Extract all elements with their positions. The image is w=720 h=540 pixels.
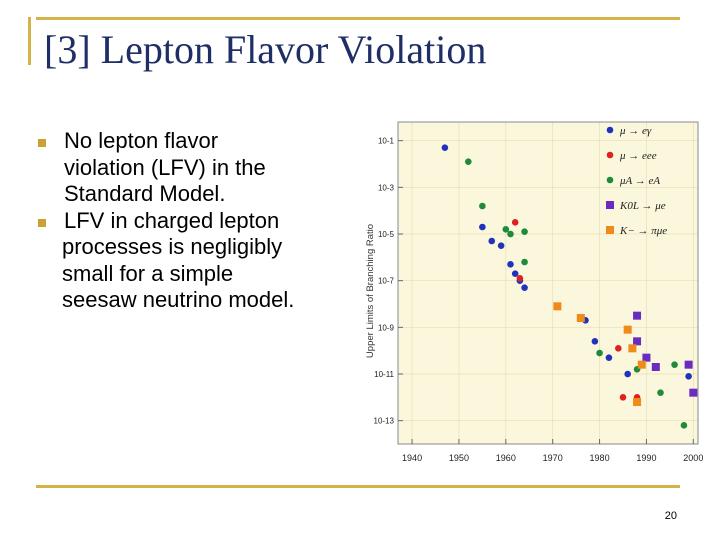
bullet-item: LFV in charged lepton processes is negli… — [38, 208, 358, 314]
data-point — [651, 363, 660, 371]
data-point — [619, 394, 627, 401]
data-point — [633, 337, 642, 346]
x-tick-label: 1990 — [636, 453, 656, 463]
y-tick-label: 10-7 — [378, 277, 395, 286]
data-point — [596, 349, 603, 357]
slide-title: [3] Lepton Flavor Violation — [44, 27, 487, 72]
data-point — [511, 219, 519, 226]
data-point — [521, 258, 528, 266]
data-point — [628, 344, 637, 353]
bullet-item: No lepton flavor violation (LFV) in the … — [38, 128, 358, 208]
data-point — [657, 389, 664, 396]
data-point — [680, 422, 688, 429]
data-point — [516, 275, 524, 282]
legend-label: μ → eγ — [619, 125, 652, 137]
x-tick-label: 2000 — [683, 453, 703, 463]
data-point — [488, 237, 496, 245]
data-point — [624, 370, 631, 378]
data-point — [479, 223, 486, 231]
data-point — [502, 226, 510, 233]
data-point — [689, 388, 698, 397]
y-tick-label: 10-1 — [378, 137, 395, 146]
legend-label: μ → eee — [619, 150, 657, 162]
data-point — [623, 325, 632, 334]
data-point — [479, 202, 486, 210]
x-tick-label: 1950 — [449, 453, 469, 463]
legend-label: K0L → μe — [619, 200, 666, 212]
y-tick-label: 10-11 — [374, 370, 394, 379]
top-rule-horizontal — [36, 17, 680, 20]
data-point — [615, 345, 622, 352]
y-tick-label: 10-3 — [378, 183, 395, 192]
bullet-line: seesaw neutrino model. — [62, 287, 295, 312]
legend-label: μA → eA — [619, 175, 660, 187]
data-point — [465, 158, 472, 165]
y-tick-label: 10-9 — [378, 323, 395, 332]
bullet-line: Standard Model. — [64, 181, 226, 206]
y-tick-label: 10-5 — [378, 230, 395, 239]
x-tick-label: 1940 — [402, 453, 422, 463]
data-point — [633, 398, 642, 406]
data-point — [633, 311, 642, 320]
data-point — [553, 302, 562, 311]
bullet-line: violation (LFV) in the — [64, 154, 266, 180]
data-point — [637, 360, 646, 369]
legend-marker — [606, 151, 614, 159]
legend-marker — [606, 201, 614, 209]
page-number: 20 — [664, 510, 677, 522]
legend-marker — [606, 126, 614, 134]
data-point — [521, 228, 528, 235]
bullet-list: No lepton flavor violation (LFV) in the … — [38, 128, 358, 314]
data-point — [521, 284, 528, 291]
bottom-rule — [36, 485, 680, 488]
x-tick-label: 1980 — [590, 453, 610, 463]
data-point — [497, 242, 505, 249]
legend-marker — [606, 176, 614, 184]
lfv-history-chart: 1940 1950 1960 1970 1980 1990 2000 10-1 10-3 10-5… — [365, 121, 703, 463]
bullet-line: No lepton flavor — [64, 128, 219, 153]
bullet-marker — [38, 139, 46, 147]
data-point — [511, 270, 519, 277]
data-point — [684, 360, 693, 369]
legend-label: K− → πμe — [619, 225, 667, 237]
plot-frame — [397, 121, 699, 445]
data-point — [605, 354, 613, 361]
legend-marker — [606, 226, 614, 234]
data-point — [507, 230, 514, 238]
x-tick-label: 1970 — [543, 453, 563, 463]
y-axis-label: Upper Limits of Branching Ratio — [365, 224, 376, 358]
data-point — [507, 261, 514, 268]
top-rule-vertical — [28, 17, 31, 65]
y-tick-label: 10-13 — [374, 417, 395, 426]
plot-background — [398, 122, 698, 444]
data-point — [685, 373, 692, 380]
bullet-line: LFV in charged lepton — [64, 207, 280, 233]
bullet-line: processes is negligibly — [62, 234, 283, 259]
data-point — [671, 361, 678, 368]
x-tick-label: 1960 — [496, 453, 516, 463]
bullet-line: small for a simple — [62, 260, 234, 286]
data-point — [642, 353, 651, 362]
data-point — [441, 144, 449, 151]
bullet-marker — [38, 218, 46, 227]
data-point — [591, 338, 599, 345]
data-point — [576, 314, 585, 322]
